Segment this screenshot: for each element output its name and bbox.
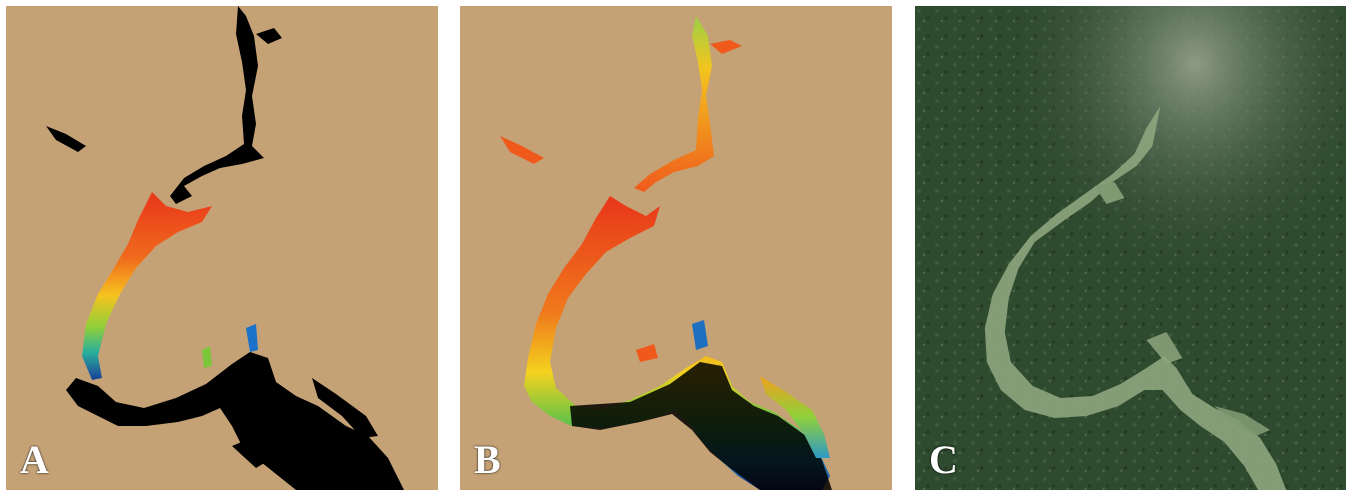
panel-b-image (460, 6, 892, 490)
panel-b-map: B (460, 6, 892, 490)
panel-c-satellite: C (915, 6, 1346, 490)
panel-c-image (915, 6, 1346, 490)
panel-a-map: A (6, 6, 438, 490)
panel-c-label: C (929, 437, 958, 482)
panel-a-label: A (20, 437, 49, 482)
panel-b-label: B (474, 437, 501, 482)
panel-a-image (6, 6, 438, 490)
